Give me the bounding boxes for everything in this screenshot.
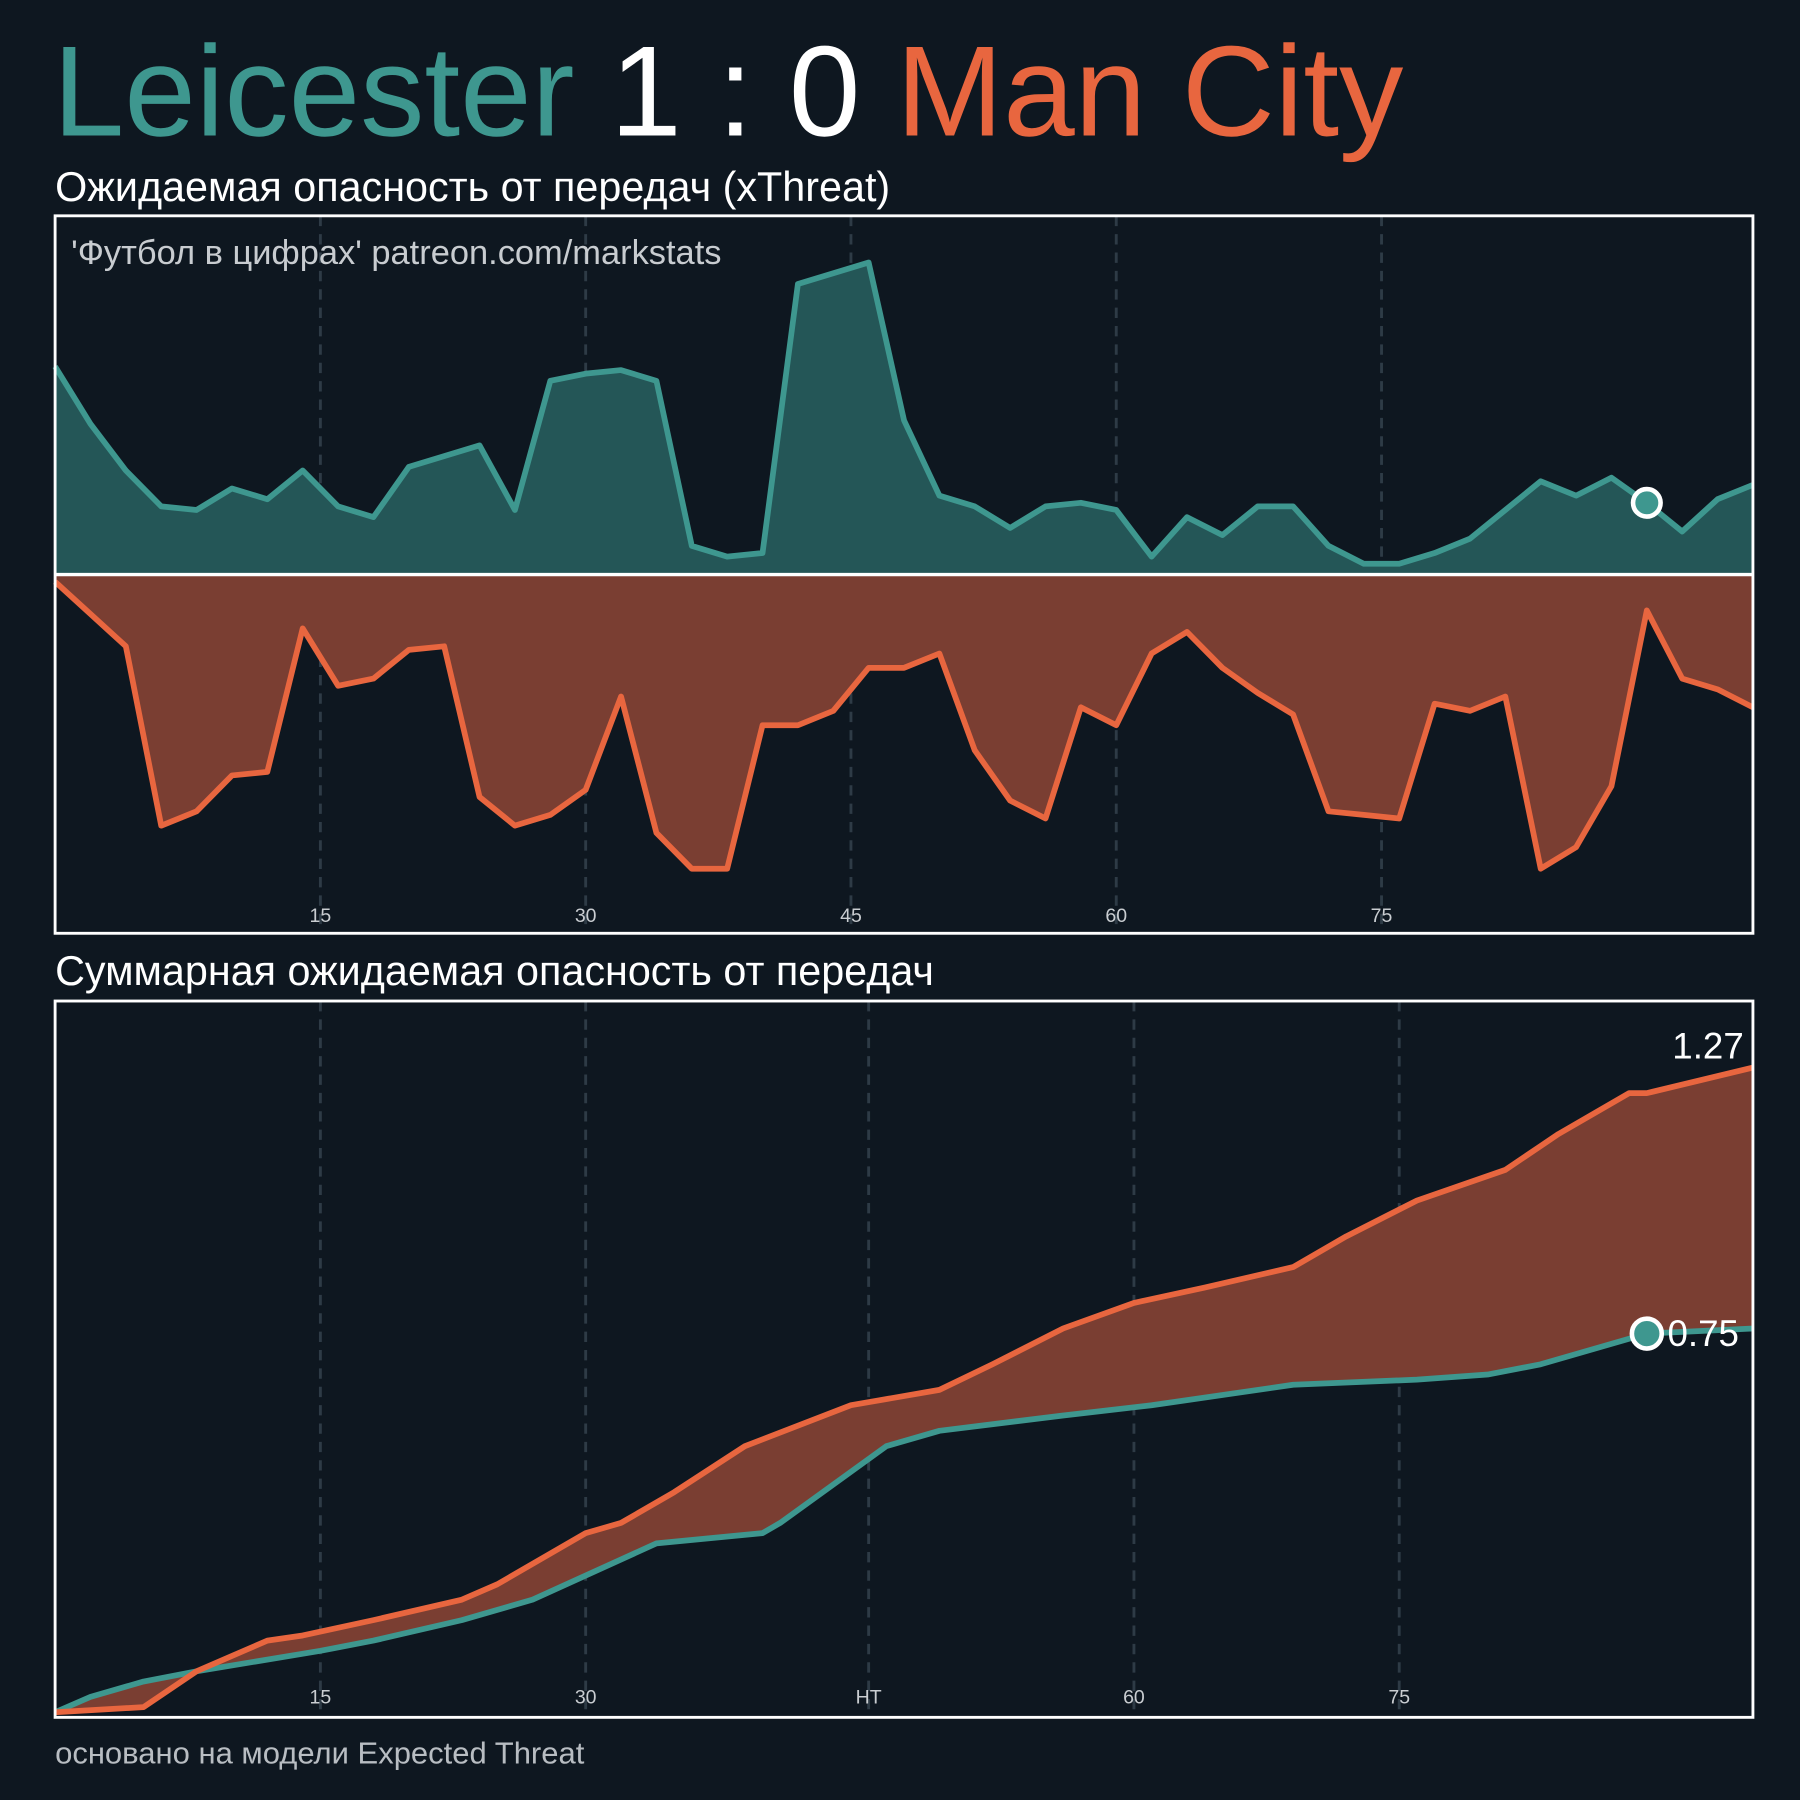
x-tick-label: 15 <box>310 905 332 927</box>
marker <box>1629 1316 1665 1351</box>
home-team: Leicester <box>53 20 575 163</box>
area <box>55 262 1753 575</box>
line <box>52 259 1755 567</box>
chart-title: Суммарная ожидаемая опасность от передач <box>55 948 934 994</box>
line <box>53 1325 1754 1715</box>
header: Leicester 1 : 0 Man City <box>53 20 1404 163</box>
frame <box>53 999 1755 1719</box>
x-tick-label: 75 <box>1371 905 1393 927</box>
x-tick-label: 60 <box>1123 1687 1145 1709</box>
frame <box>53 214 1755 935</box>
x-tick-label: 30 <box>575 1687 597 1709</box>
watermark: 'Футбол в цифрах' patreon.com/markstats <box>71 234 721 272</box>
value-label: 0.75 <box>1667 1313 1738 1354</box>
gap-fill <box>55 1067 1753 1713</box>
x-tick-label: 30 <box>575 905 597 927</box>
footer: основано на модели Expected Threat <box>55 1735 585 1770</box>
marker <box>1630 486 1663 519</box>
line <box>54 1064 1754 1716</box>
chart-title: Ожидаемая опасность от передач (xThreat) <box>55 164 890 210</box>
x-tick-label: 75 <box>1388 1687 1410 1709</box>
x-tick-label: 45 <box>840 905 862 927</box>
away-team: Man City <box>896 20 1404 163</box>
value-label: 1.27 <box>1672 1025 1743 1066</box>
line <box>53 579 1755 872</box>
score: 1 : 0 <box>610 20 860 163</box>
x-tick-label: 15 <box>310 1687 332 1709</box>
x-tick-label: HT <box>856 1687 882 1709</box>
x-tick-label: 60 <box>1105 905 1127 927</box>
